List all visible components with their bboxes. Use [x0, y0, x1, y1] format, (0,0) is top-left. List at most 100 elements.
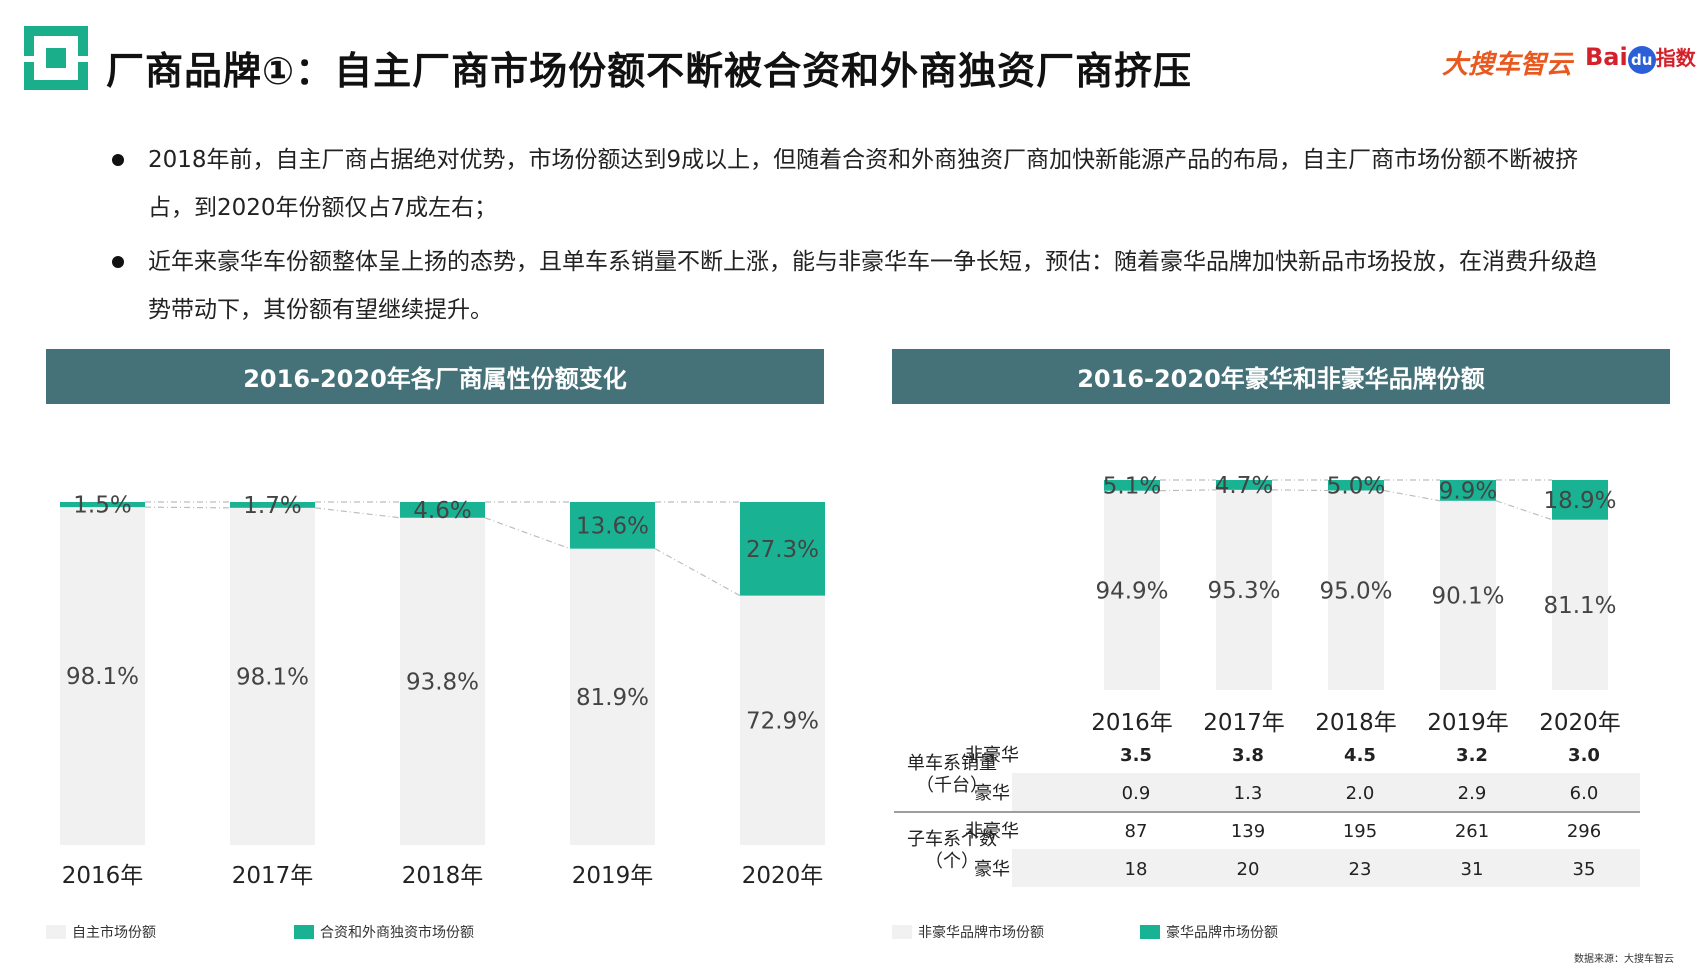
brand-logo-baidu-index: Bai du 指数: [1585, 42, 1696, 74]
chart-left-manufacturer-share: 1.5% 98.1% 2016年 1.7% 98.1% 2017年 4.6% 93.8% 201…: [60, 493, 825, 889]
x-tick-label: 2020年: [1539, 710, 1621, 736]
connector-line: [1495, 500, 1553, 521]
data-label: 9.9%: [1439, 478, 1497, 504]
table-cell: 0.9: [1122, 783, 1151, 804]
table-cell: 35: [1573, 859, 1596, 880]
bar-segment-2-highlight: [1216, 480, 1272, 490]
legend-item: 豪华品牌市场份额: [1140, 922, 1278, 942]
connector-line: [144, 506, 231, 509]
legend-swatch: [892, 925, 912, 939]
connector-line: [1271, 489, 1329, 492]
data-label: 95.3%: [1207, 578, 1280, 604]
bar-segment-1-highlight: [1104, 480, 1160, 491]
bullet-dot-icon: [112, 154, 124, 166]
legend-label: 豪华品牌市场份额: [1166, 925, 1278, 941]
bar-segment-4-base: [1440, 500, 1496, 690]
x-tick-label: 2016年: [62, 863, 144, 889]
table-cell: 3.8: [1232, 745, 1264, 766]
bar-segment-5-base: [1552, 519, 1608, 690]
data-label: 27.3%: [746, 537, 819, 563]
legend-item: 合资和外商独资市场份额: [294, 922, 474, 942]
connector-line: [654, 548, 741, 597]
bar-segment-3-highlight: [1328, 480, 1384, 491]
table-cell: 296: [1567, 821, 1601, 842]
legend-label: 合资和外商独资市场份额: [320, 925, 474, 941]
table-cell: 4.5: [1344, 745, 1376, 766]
table-row-band: [1012, 849, 1640, 887]
brand-baidu-zhishu: 指数: [1655, 46, 1696, 70]
legend-label: 自主市场份额: [72, 925, 156, 941]
data-label: 81.1%: [1543, 593, 1616, 619]
table-cell: 20: [1237, 859, 1260, 880]
chart-right-luxury-share: 5.1%94.9%2016年4.7%95.3%2017年5.0%95.0%201…: [894, 473, 1640, 887]
bar-segment-4-highlight: [1440, 480, 1496, 501]
table-cell: 3.0: [1568, 745, 1600, 766]
x-tick-label: 2019年: [1427, 710, 1509, 736]
table-group-unit: （个）: [925, 851, 979, 872]
bullet-item: 近年来豪华车份额整体呈上扬的态势，且单车系销量不断上涨，能与非豪华车一争长短，预…: [112, 238, 1612, 334]
data-label: 13.6%: [576, 513, 649, 539]
table-cell: 261: [1455, 821, 1489, 842]
table-row-label: 豪华: [974, 859, 1010, 880]
table-group-label: 单车系销量: [907, 753, 997, 774]
brand-baidu-bai: Bai: [1585, 43, 1628, 71]
table-group-unit: （千台）: [916, 775, 988, 796]
table-group-label: 子车系个数: [907, 829, 997, 850]
bar-segment-5-highlight: [740, 502, 825, 596]
bar-segment-3-highlight: [400, 502, 485, 518]
chart-left-title-banner: 2016-2020年各厂商属性份额变化: [46, 349, 824, 404]
table-cell: 3.2: [1456, 745, 1488, 766]
table-cell: 139: [1231, 821, 1265, 842]
table-cell: 2.0: [1346, 783, 1375, 804]
data-label: 81.9%: [576, 685, 649, 711]
table-row-label: 非豪华: [965, 821, 1019, 842]
legend-swatch: [294, 925, 314, 939]
data-label: 93.8%: [406, 669, 479, 695]
data-label: 94.9%: [1095, 578, 1168, 604]
bar-segment-3-base: [400, 517, 485, 845]
x-tick-label: 2017年: [232, 863, 314, 889]
connector-line: [1383, 489, 1441, 502]
data-label: 5.1%: [1103, 473, 1161, 499]
table-cell: 1.3: [1234, 783, 1263, 804]
x-tick-label: 2016年: [1091, 710, 1173, 736]
connector-line: [1159, 489, 1217, 492]
connector-line: [314, 507, 401, 519]
data-label: 1.7%: [243, 493, 301, 519]
bar-segment-4-highlight: [570, 502, 655, 549]
legend-item: 自主市场份额: [46, 922, 156, 942]
bar-segment-2-base: [1216, 489, 1272, 690]
bullet-item: 2018年前，自主厂商占据绝对优势，市场份额达到9成以上，但随着合资和外商独资厂…: [112, 136, 1612, 232]
data-label: 18.9%: [1543, 488, 1616, 514]
data-label: 90.1%: [1431, 583, 1504, 609]
table-cell: 18: [1125, 859, 1148, 880]
x-tick-label: 2017年: [1203, 710, 1285, 736]
legend-swatch: [46, 925, 66, 939]
table-cell: 31: [1461, 859, 1484, 880]
bar-segment-5-highlight: [1552, 480, 1608, 520]
table-cell: 2.9: [1458, 783, 1487, 804]
table-cell: 3.5: [1120, 745, 1152, 766]
bar-segment-5-base: [740, 595, 825, 845]
table-cell: 6.0: [1570, 783, 1599, 804]
bar-segment-1-base: [1104, 490, 1160, 690]
connector-line: [484, 517, 571, 550]
data-label: 5.0%: [1327, 473, 1385, 499]
x-tick-label: 2020年: [742, 863, 824, 889]
table-row-label: 非豪华: [965, 745, 1019, 766]
table-cell: 87: [1125, 821, 1148, 842]
brand-logo-icon: [24, 26, 88, 90]
data-label: 1.5%: [73, 493, 131, 519]
x-tick-label: 2019年: [572, 863, 654, 889]
legend-swatch: [1140, 925, 1160, 939]
chart-right-title-banner: 2016-2020年豪华和非豪华品牌份额: [892, 349, 1670, 404]
bullet-dot-icon: [112, 256, 124, 268]
bar-segment-1-base: [60, 507, 145, 845]
page-title: 厂商品牌①：自主厂商市场份额不断被合资和外商独资厂商挤压: [106, 49, 1193, 93]
data-label: 98.1%: [66, 664, 139, 690]
data-label: 98.1%: [236, 664, 309, 690]
bar-segment-1-highlight: [60, 502, 145, 508]
table-row-band: [1012, 773, 1640, 811]
legend-label: 非豪华品牌市场份额: [918, 925, 1044, 941]
brand-baidu-paw-icon: du: [1627, 46, 1656, 74]
